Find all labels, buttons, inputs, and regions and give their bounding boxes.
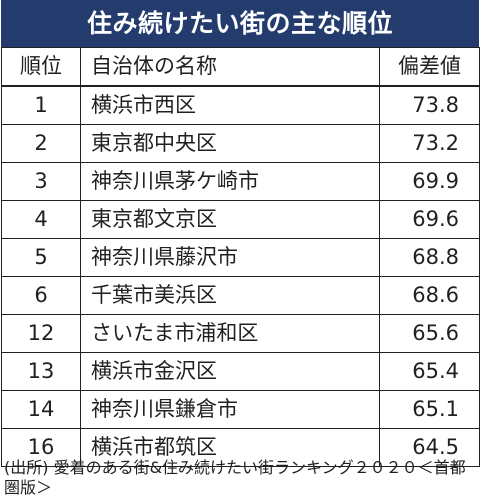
score-cell: 65.4 [379,352,480,391]
table-row: 5 神奈川県藤沢市 68.8 [1,238,480,277]
rank-cell: 1 [1,85,81,125]
municipality-cell: 横浜市西区 [80,85,380,125]
score-cell: 69.6 [379,200,480,239]
table-row: 12 さいたま市浦和区 65.6 [1,314,480,353]
table-row: 16 横浜市都筑区 64.5 [1,428,480,467]
table-row: 4 東京都文京区 69.6 [1,200,480,239]
rank-cell: 12 [1,314,81,353]
score-cell: 69.9 [379,162,480,201]
table-title: 住み続けたい街の主な順位 [1,0,479,47]
score-cell: 68.6 [379,276,480,315]
score-cell: 73.8 [379,85,480,125]
table-row: 6 千葉市美浜区 68.6 [1,276,480,315]
municipality-cell: 東京都中央区 [80,124,380,163]
rank-cell: 5 [1,238,81,277]
municipality-cell: 神奈川県茅ケ崎市 [80,162,380,201]
municipality-cell: 横浜市金沢区 [80,352,380,391]
column-header-name: 自治体の名称 [80,47,380,87]
municipality-cell: 神奈川県鎌倉市 [80,390,380,429]
table-row: 1 横浜市西区 73.8 [1,85,480,125]
score-cell: 73.2 [379,124,480,163]
municipality-cell: 横浜市都筑区 [80,428,380,467]
municipality-cell: 東京都文京区 [80,200,380,239]
rank-cell: 4 [1,200,81,239]
rank-cell: 2 [1,124,81,163]
ranking-table: 順位 自治体の名称 偏差値 1 横浜市西区 73.8 2 東京都中央区 73.2… [1,47,480,467]
municipality-cell: 神奈川県藤沢市 [80,238,380,277]
column-header-score: 偏差値 [379,47,480,87]
column-header-rank: 順位 [1,47,81,87]
rank-cell: 16 [1,428,81,467]
table-row: 2 東京都中央区 73.2 [1,124,480,163]
source-note: (出所) 愛着のある街&住み続けたい街ランキング２０２０＜首都圏版＞ [4,458,466,497]
table-row: 3 神奈川県茅ケ崎市 69.9 [1,162,480,201]
rank-cell: 6 [1,276,81,315]
table-row: 14 神奈川県鎌倉市 65.1 [1,390,480,429]
rank-cell: 13 [1,352,81,391]
municipality-cell: 千葉市美浜区 [80,276,380,315]
table-row: 13 横浜市金沢区 65.4 [1,352,480,391]
rank-cell: 3 [1,162,81,201]
municipality-cell: さいたま市浦和区 [80,314,380,353]
header-row: 順位 自治体の名称 偏差値 [1,47,480,87]
score-cell: 68.8 [379,238,480,277]
score-cell: 64.5 [379,428,480,467]
score-cell: 65.1 [379,390,480,429]
score-cell: 65.6 [379,314,480,353]
rank-cell: 14 [1,390,81,429]
